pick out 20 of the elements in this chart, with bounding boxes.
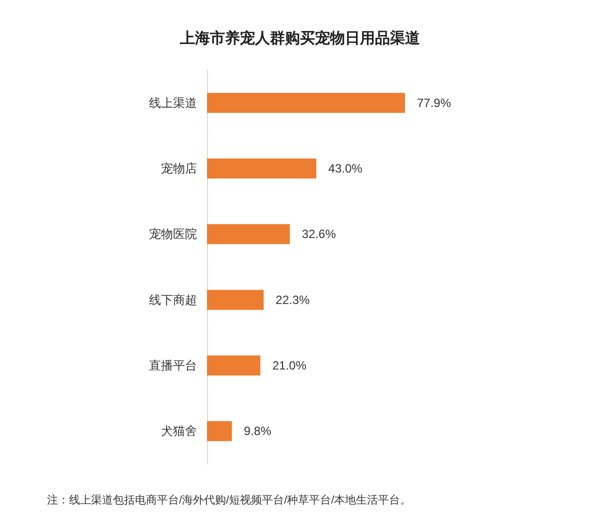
- y-tick-label: 宠物医院: [149, 227, 197, 242]
- data-label: 77.9%: [417, 96, 452, 110]
- y-tick-label: 直播平台: [149, 358, 197, 372]
- bar: [207, 158, 316, 178]
- y-tick-label: 宠物店: [161, 162, 197, 176]
- chart-title: 上海市养宠人群购买宠物日用品渠道: [179, 29, 421, 47]
- bar: [207, 356, 260, 376]
- y-tick-label: 线上渠道: [149, 96, 197, 110]
- data-label: 32.6%: [302, 227, 336, 242]
- bar: [207, 92, 405, 113]
- y-tick-label: 犬猫舍: [161, 424, 197, 438]
- bar: [207, 421, 232, 442]
- y-tick-label: 线下商超: [149, 292, 197, 307]
- data-label: 22.3%: [276, 292, 310, 307]
- text: 注：线上渠道包括电商平台/海外代购/短视频平台/种草平台/本地生活平台。: [47, 494, 412, 506]
- bar: [207, 224, 290, 244]
- bar: [207, 290, 264, 310]
- data-label: 43.0%: [328, 162, 363, 176]
- data-label: 9.8%: [244, 424, 272, 438]
- data-label: 21.0%: [272, 358, 307, 372]
